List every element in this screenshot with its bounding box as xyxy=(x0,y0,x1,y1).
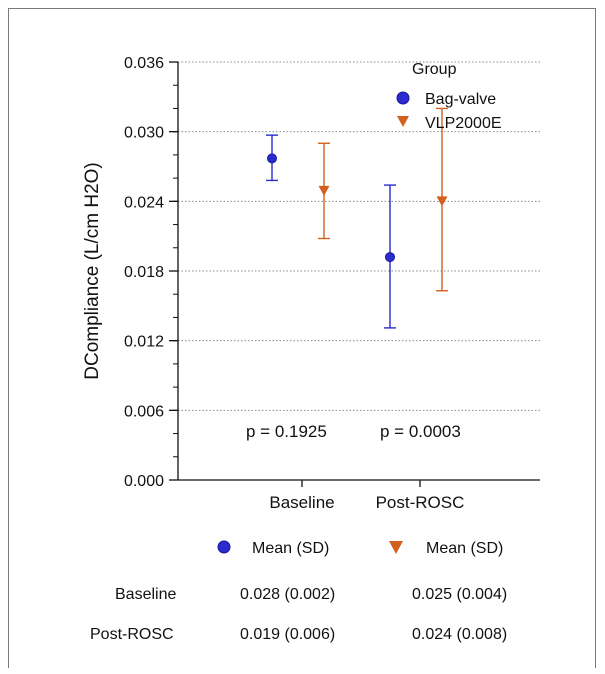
table-row-label-post-rosc: Post-ROSC xyxy=(90,626,174,643)
x-tick-label-post-rosc: Post-ROSC xyxy=(376,493,465,512)
y-axis-label: DCompliance (L/cm H2O) xyxy=(82,162,103,380)
mean-point-vlp2000e-baseline xyxy=(318,185,330,196)
legend-label-vlp2000e: VLP2000E xyxy=(425,115,502,132)
legend: Group Bag-valve VLP2000E xyxy=(396,61,502,132)
x-ticks: Baseline Post-ROSC xyxy=(269,480,464,512)
mean-point-bag-valve-baseline xyxy=(267,153,277,164)
x-tick-label-baseline: Baseline xyxy=(269,493,334,512)
legend-label-bag-valve: Bag-valve xyxy=(425,91,496,108)
mean-point-bag-valve-post-rosc xyxy=(385,252,395,263)
table-header-marker-bag-valve xyxy=(217,540,231,554)
y-tick-label-6: 0.036 xyxy=(124,55,164,72)
table-row-label-baseline: Baseline xyxy=(115,586,176,603)
table-header-marker-vlp2000e xyxy=(389,541,403,554)
y-ticks: 0.000 0.006 0.012 0.018 0.024 0.030 0.036 xyxy=(124,55,178,490)
grid-lines xyxy=(178,61,540,411)
table-cell-post-rosc-vlp2000e: 0.024 (0.008) xyxy=(412,626,507,643)
y-tick-label-5: 0.030 xyxy=(124,125,164,142)
p-value-baseline: p = 0.1925 xyxy=(246,422,327,441)
mean-point-vlp2000e-post-rosc xyxy=(436,196,448,207)
y-tick-label-1: 0.006 xyxy=(124,403,164,420)
legend-title: Group xyxy=(412,61,457,78)
table-cell-baseline-vlp2000e: 0.025 (0.004) xyxy=(412,586,507,603)
legend-marker-vlp2000e xyxy=(397,116,409,127)
y-tick-label-4: 0.024 xyxy=(124,194,164,211)
legend-marker-bag-valve xyxy=(396,91,410,105)
y-tick-label-3: 0.018 xyxy=(124,264,164,281)
data-marks xyxy=(266,107,448,329)
table-header-vlp2000e: Mean (SD) xyxy=(426,540,503,557)
table-cell-post-rosc-bag-valve: 0.019 (0.006) xyxy=(240,626,335,643)
y-tick-label-0: 0.000 xyxy=(124,473,164,490)
table-header-bag-valve: Mean (SD) xyxy=(252,540,329,557)
figure-frame xyxy=(8,8,596,668)
summary-table: Mean (SD) Mean (SD) Baseline 0.028 (0.00… xyxy=(90,540,507,643)
table-cell-baseline-bag-valve: 0.028 (0.002) xyxy=(240,586,335,603)
y-tick-label-2: 0.012 xyxy=(124,334,164,351)
p-value-post-rosc: p = 0.0003 xyxy=(380,422,461,441)
